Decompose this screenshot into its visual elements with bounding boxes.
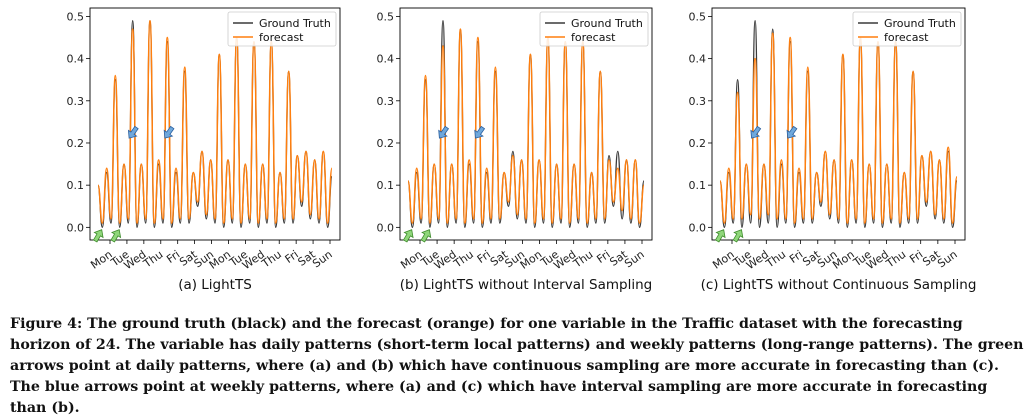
- y-tick-label: 0.4: [689, 53, 707, 66]
- legend-label: Ground Truth: [884, 17, 956, 30]
- x-tick-label: Fri: [594, 248, 612, 266]
- x-tick-label: Fri: [164, 248, 182, 266]
- x-tick-label: Fri: [475, 248, 493, 266]
- y-tick-label: 0.3: [377, 95, 395, 108]
- legend-label: forecast: [884, 31, 929, 44]
- green-arrow: [92, 229, 104, 243]
- green-arrow: [714, 229, 726, 243]
- subplot-caption: (b) LightTS without Interval Sampling: [400, 277, 652, 293]
- blue-arrow: [127, 125, 139, 139]
- y-tick-label: 0.2: [689, 137, 707, 150]
- x-tick-label: Fri: [787, 248, 805, 266]
- axes-frame: [711, 7, 966, 241]
- y-tick-label: 0.3: [689, 95, 707, 108]
- legend-box: [227, 11, 337, 47]
- subplot-caption: (a) LightTS: [178, 277, 252, 293]
- chart-panel-3: 0.00.10.20.30.40.5MonTueWedThuFriSatSunM…: [689, 7, 977, 293]
- x-tick-label: Thu: [451, 248, 476, 271]
- y-tick-label: 0.4: [377, 53, 395, 66]
- y-tick-label: 0.5: [689, 10, 707, 23]
- y-tick-label: 0.2: [67, 137, 85, 150]
- x-tick-label: Fri: [283, 248, 301, 266]
- y-tick-label: 0.1: [689, 179, 707, 192]
- green-arrow: [732, 229, 744, 243]
- green-arrow: [402, 229, 414, 243]
- y-tick-label: 0.1: [67, 179, 85, 192]
- y-tick-label: 0.4: [67, 53, 85, 66]
- legend-label: forecast: [259, 31, 304, 44]
- axes-frame: [89, 7, 341, 241]
- blue-arrow: [750, 125, 762, 139]
- legend-label: forecast: [571, 31, 616, 44]
- y-tick-label: 0.0: [689, 221, 707, 234]
- axes-frame: [399, 7, 653, 241]
- legend-label: Ground Truth: [571, 17, 643, 30]
- x-tick-label: Fri: [907, 248, 925, 266]
- y-tick-label: 0.2: [377, 137, 395, 150]
- legend-box: [539, 11, 649, 47]
- blue-arrow: [474, 125, 486, 139]
- blue-arrow: [786, 125, 798, 139]
- x-tick-label: Sun: [622, 248, 647, 271]
- y-tick-label: 0.5: [67, 10, 85, 23]
- x-tick-label: Thu: [259, 248, 284, 271]
- ground-truth-line: [719, 20, 958, 228]
- subplot-caption: (c) LightTS without Continuous Sampling: [701, 277, 977, 293]
- figure-caption: Figure 4: The ground truth (black) and t…: [10, 316, 1024, 416]
- x-tick-label: Sun: [935, 248, 960, 271]
- blue-arrow: [438, 125, 450, 139]
- y-tick-label: 0.0: [377, 221, 395, 234]
- y-tick-label: 0.1: [377, 179, 395, 192]
- chart-panel-1: 0.00.10.20.30.40.5MonTueWedThuFriSatSunM…: [67, 7, 341, 293]
- chart-panel-2: 0.00.10.20.30.40.5MonTueWedThuFriSatSunM…: [377, 7, 653, 293]
- legend-box: [852, 11, 962, 47]
- x-tick-label: Thu: [140, 248, 165, 271]
- y-tick-label: 0.5: [377, 10, 395, 23]
- forecast-line: [407, 28, 645, 224]
- green-arrow: [110, 229, 122, 243]
- x-tick-label: Thu: [883, 248, 908, 271]
- x-tick-label: Thu: [763, 248, 788, 271]
- blue-arrow: [163, 125, 175, 139]
- figure: 0.00.10.20.30.40.5MonTueWedThuFriSatSunM…: [67, 7, 977, 293]
- legend-label: Ground Truth: [259, 17, 331, 30]
- forecast-line: [97, 19, 333, 224]
- y-tick-label: 0.3: [67, 95, 85, 108]
- forecast-line: [719, 32, 958, 224]
- y-tick-label: 0.0: [67, 221, 85, 234]
- ground-truth-line: [97, 20, 333, 228]
- x-tick-label: Thu: [570, 248, 595, 271]
- green-arrow: [420, 229, 432, 243]
- x-tick-label: Sun: [310, 248, 335, 271]
